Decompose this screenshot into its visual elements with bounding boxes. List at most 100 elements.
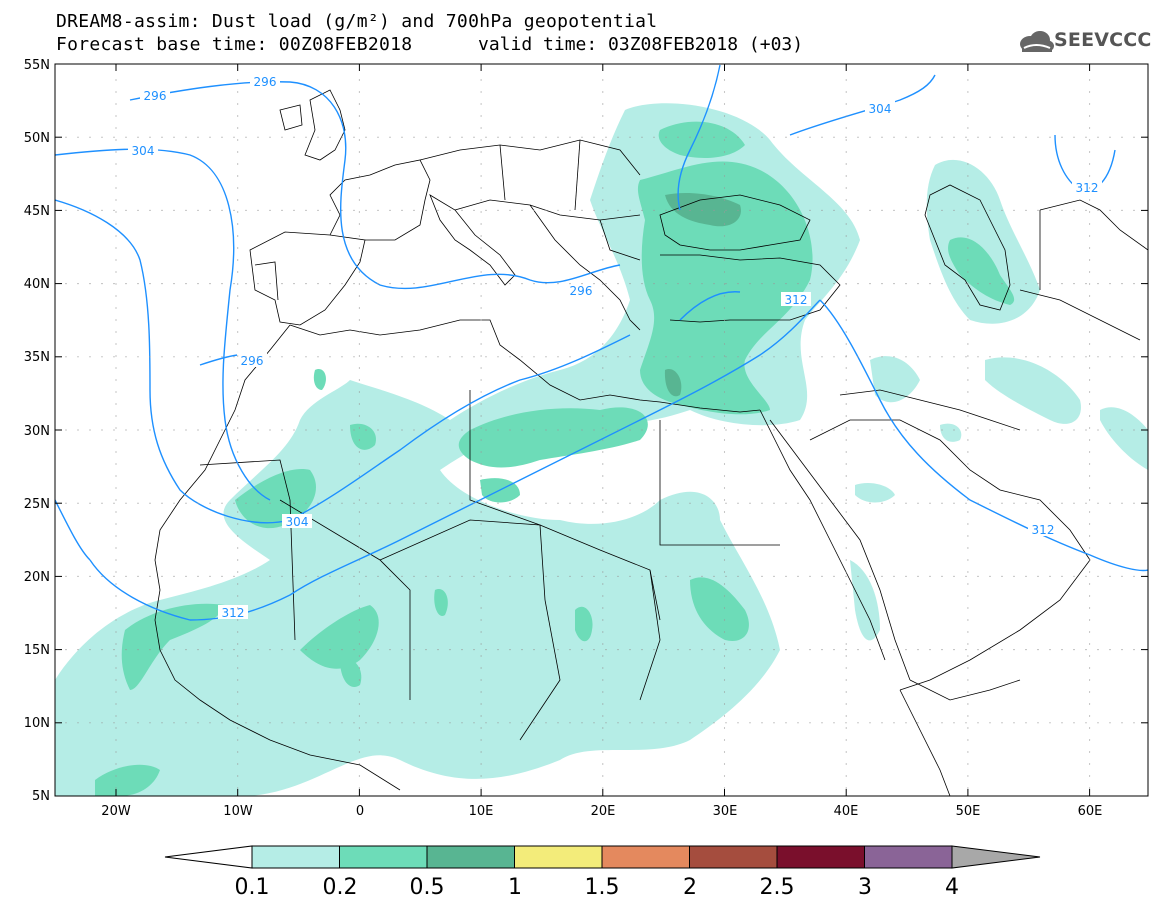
grid-dot <box>237 631 239 633</box>
grid-dot <box>845 547 847 549</box>
grid-dot <box>723 403 726 405</box>
grid-dot <box>233 356 235 358</box>
grid-dot <box>293 209 295 211</box>
grid-dot <box>137 209 139 211</box>
grid-dot <box>389 649 391 651</box>
grid-dot <box>115 319 117 321</box>
grid-dot <box>761 356 763 358</box>
grid-dot <box>305 283 307 285</box>
map-title: DREAM8-assim: Dust load (g/m²) and 700hP… <box>56 11 658 32</box>
grid-dot <box>1049 283 1051 285</box>
grid-dot <box>237 283 239 285</box>
grid-dot <box>653 649 655 651</box>
grid-dot <box>602 343 604 345</box>
grid-dot <box>723 775 726 777</box>
grid-dot <box>967 343 969 345</box>
grid-dot <box>161 429 163 431</box>
grid-dot <box>358 679 360 681</box>
grid-dot <box>1089 511 1091 513</box>
grid-dot <box>641 722 643 724</box>
grid-dot <box>389 429 391 431</box>
grid-dot <box>1037 429 1039 431</box>
grid-dot <box>358 199 360 201</box>
grid-dot <box>1089 319 1091 321</box>
grid-dot <box>115 511 117 513</box>
grid-dot <box>785 356 787 358</box>
grid-dot <box>358 223 360 225</box>
grid-dot <box>602 631 604 633</box>
grid-dot <box>401 356 403 358</box>
grid-dot <box>209 429 211 431</box>
grid-dot <box>602 523 604 525</box>
grid-dot <box>113 136 115 138</box>
grid-dot <box>773 283 775 285</box>
grid-dot <box>629 575 631 578</box>
grid-dot <box>821 649 823 651</box>
lon-label: 20E <box>591 804 616 819</box>
grid-dot <box>425 502 427 504</box>
grid-dot <box>723 691 726 693</box>
grid-dot <box>185 649 187 651</box>
grid-dot <box>1089 727 1091 729</box>
colorbar-label: 1.5 <box>585 875 620 900</box>
grid-dot <box>593 429 595 431</box>
grid-dot <box>437 429 439 431</box>
grid-dot <box>967 379 969 381</box>
grid-dot <box>137 502 139 504</box>
grid-dot <box>723 199 726 201</box>
grid-dot <box>358 619 360 621</box>
grid-dot <box>967 115 969 117</box>
grid-dot <box>329 722 331 724</box>
grid-dot <box>221 429 223 431</box>
grid-dot <box>713 649 715 651</box>
grid-dot <box>557 209 559 211</box>
grid-dot <box>569 136 571 138</box>
grid-dot <box>557 575 559 578</box>
grid-dot <box>237 403 239 405</box>
grid-dot <box>967 199 969 201</box>
grid-dot <box>125 209 127 211</box>
grid-dot <box>281 356 283 358</box>
grid-dot <box>845 511 847 513</box>
grid-dot <box>358 511 360 513</box>
grid-dot <box>967 559 969 561</box>
grid-dot <box>1089 427 1091 429</box>
grid-dot <box>917 283 919 285</box>
grid-dot <box>845 283 847 285</box>
grid-dot <box>1013 283 1015 285</box>
grid-dot <box>701 722 703 724</box>
grid-dot <box>725 502 727 504</box>
grid-dot <box>269 649 271 651</box>
grid-dot <box>545 356 547 358</box>
colorbar-swatch <box>689 845 778 869</box>
grid-dot <box>723 367 726 369</box>
grid-dot <box>173 136 175 138</box>
grid-dot <box>293 575 295 578</box>
grid-dot <box>101 356 103 358</box>
grid-dot <box>197 136 199 138</box>
grid-dot <box>389 502 391 504</box>
grid-dot <box>480 163 482 165</box>
grid-dot <box>480 223 482 225</box>
grid-dot <box>785 283 787 285</box>
grid-dot <box>557 502 559 504</box>
grid-dot <box>485 722 487 724</box>
grid-dot <box>977 429 979 431</box>
grid-dot <box>1089 451 1091 453</box>
grid-dot <box>953 722 955 724</box>
grid-dot <box>358 571 360 573</box>
grid-dot <box>480 667 482 669</box>
grid-dot <box>773 722 775 724</box>
grid-dot <box>480 583 482 585</box>
grid-dot <box>723 343 726 345</box>
grid-dot <box>425 209 427 211</box>
grid-dot <box>713 136 715 138</box>
grid-dot <box>713 283 715 285</box>
grid-dot <box>723 151 726 153</box>
grid-dot <box>358 487 360 489</box>
grid-dot <box>569 429 571 431</box>
grid-dot <box>723 379 726 381</box>
grid-dot <box>689 209 691 211</box>
grid-dot <box>545 722 547 724</box>
grid-dot <box>602 307 604 309</box>
